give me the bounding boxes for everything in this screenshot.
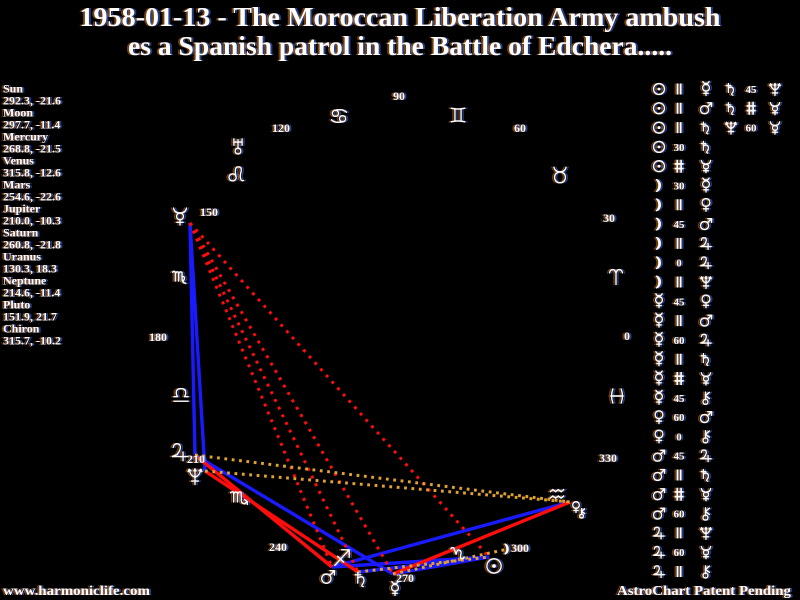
svg-text:45: 45: [674, 219, 686, 231]
svg-text:240: 240: [269, 540, 287, 554]
svg-text:90: 90: [393, 89, 405, 103]
svg-text:Neptune: Neptune: [3, 274, 47, 288]
svg-text:0: 0: [624, 329, 630, 343]
svg-text:60: 60: [746, 123, 758, 135]
svg-text:Moon: Moon: [3, 106, 33, 120]
svg-text:315.7, -10.2: 315.7, -10.2: [3, 334, 61, 348]
svg-text:45: 45: [674, 393, 686, 405]
svg-text:30: 30: [674, 142, 686, 154]
svg-text:45: 45: [674, 296, 686, 308]
svg-text:297.7, -11.4: 297.7, -11.4: [3, 118, 60, 132]
svg-text:210: 210: [187, 452, 205, 466]
svg-text:45: 45: [674, 451, 686, 463]
svg-text:Venus: Venus: [3, 154, 34, 168]
svg-text:300: 300: [511, 541, 529, 555]
svg-text:60: 60: [674, 547, 686, 559]
svg-text:1958-01-13 - The Moroccan Libe: 1958-01-13 - The Moroccan Liberation Arm…: [80, 2, 721, 32]
svg-text:254.6, -22.6: 254.6, -22.6: [3, 190, 61, 204]
svg-text:Saturn: Saturn: [3, 226, 39, 240]
svg-text:Sun: Sun: [3, 82, 23, 96]
svg-text:180: 180: [149, 330, 167, 344]
svg-text:Mercury: Mercury: [3, 130, 48, 144]
svg-text:214.6, -11.4: 214.6, -11.4: [3, 286, 60, 300]
svg-text:292.3, -21.6: 292.3, -21.6: [3, 94, 61, 108]
svg-text:120: 120: [272, 121, 290, 135]
svg-text:AstroChart Patent Pending: AstroChart Patent Pending: [617, 583, 791, 598]
svg-text:130.3, 18.3: 130.3, 18.3: [3, 262, 57, 276]
svg-text:330: 330: [599, 451, 617, 465]
svg-text:30: 30: [603, 211, 615, 225]
svg-text:270: 270: [396, 571, 414, 585]
svg-text:60: 60: [674, 335, 686, 347]
svg-text:60: 60: [514, 121, 526, 135]
svg-text:Mars: Mars: [3, 178, 31, 192]
svg-text:315.8, -12.6: 315.8, -12.6: [3, 166, 61, 180]
svg-text:210.0, -10.3: 210.0, -10.3: [3, 214, 61, 228]
svg-text:151.9, 21.7: 151.9, 21.7: [3, 310, 57, 324]
svg-text:150: 150: [200, 205, 218, 219]
svg-text:30: 30: [674, 181, 686, 193]
svg-text:60: 60: [674, 412, 686, 424]
svg-text:45: 45: [746, 84, 758, 96]
svg-text:es a Spanish patrol in the Bat: es a Spanish patrol in the Battle of Edc…: [128, 31, 672, 61]
svg-text:Uranus: Uranus: [3, 250, 41, 264]
svg-text:260.8, -21.8: 260.8, -21.8: [3, 238, 61, 252]
svg-text:Jupiter: Jupiter: [3, 202, 41, 216]
svg-text:268.8, -21.5: 268.8, -21.5: [3, 142, 61, 156]
svg-text:60: 60: [674, 509, 686, 521]
svg-text:www.harmoniclife.com: www.harmoniclife.com: [3, 583, 151, 598]
svg-text:Chiron: Chiron: [3, 322, 40, 336]
svg-text:Pluto: Pluto: [3, 298, 30, 312]
svg-text:0: 0: [676, 258, 682, 270]
svg-text:0: 0: [676, 431, 682, 443]
